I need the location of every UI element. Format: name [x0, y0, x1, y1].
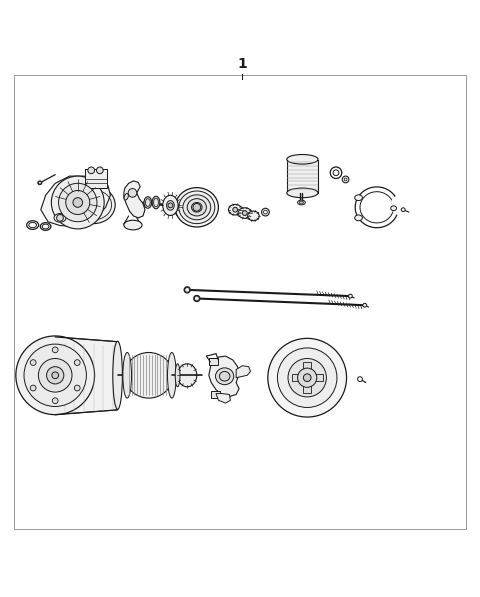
Ellipse shape: [175, 364, 180, 387]
Circle shape: [74, 360, 80, 365]
Circle shape: [52, 398, 58, 404]
Circle shape: [52, 372, 59, 378]
Circle shape: [242, 211, 247, 216]
Ellipse shape: [152, 196, 160, 209]
Ellipse shape: [124, 220, 142, 230]
Ellipse shape: [124, 193, 128, 200]
Ellipse shape: [298, 200, 305, 205]
Circle shape: [277, 348, 337, 408]
Ellipse shape: [144, 197, 152, 208]
Polygon shape: [209, 356, 239, 396]
Ellipse shape: [40, 223, 51, 230]
Circle shape: [59, 183, 97, 221]
Circle shape: [298, 368, 317, 387]
Ellipse shape: [355, 195, 362, 201]
Ellipse shape: [192, 202, 202, 212]
Circle shape: [88, 167, 95, 174]
Ellipse shape: [27, 221, 38, 229]
Ellipse shape: [391, 206, 396, 211]
Circle shape: [96, 167, 103, 174]
Ellipse shape: [123, 352, 132, 398]
Bar: [211, 391, 220, 398]
Circle shape: [268, 338, 347, 417]
Ellipse shape: [219, 371, 230, 381]
Circle shape: [363, 303, 367, 307]
Circle shape: [66, 190, 90, 214]
Circle shape: [342, 176, 349, 183]
Ellipse shape: [193, 296, 200, 301]
Circle shape: [30, 385, 36, 391]
Bar: [303, 362, 311, 393]
Circle shape: [16, 336, 95, 415]
Bar: [287, 160, 318, 193]
Ellipse shape: [187, 199, 206, 216]
Ellipse shape: [355, 215, 362, 221]
Ellipse shape: [184, 287, 190, 293]
Polygon shape: [216, 393, 230, 403]
Bar: [209, 358, 218, 365]
Ellipse shape: [125, 352, 173, 398]
Circle shape: [57, 214, 63, 221]
Circle shape: [74, 385, 80, 391]
Text: 1: 1: [238, 57, 247, 70]
Circle shape: [303, 374, 311, 381]
Circle shape: [358, 377, 362, 381]
Circle shape: [233, 207, 238, 212]
Ellipse shape: [228, 204, 242, 215]
Circle shape: [193, 204, 201, 211]
Ellipse shape: [38, 181, 42, 184]
Polygon shape: [124, 181, 145, 218]
Ellipse shape: [163, 195, 178, 216]
Ellipse shape: [113, 341, 122, 410]
Circle shape: [38, 359, 72, 392]
Ellipse shape: [183, 195, 211, 220]
Ellipse shape: [179, 191, 215, 224]
Ellipse shape: [178, 364, 197, 387]
Ellipse shape: [238, 208, 252, 219]
Ellipse shape: [216, 368, 234, 384]
Ellipse shape: [54, 214, 66, 222]
Circle shape: [47, 367, 64, 384]
Polygon shape: [55, 337, 118, 415]
Bar: [292, 374, 323, 381]
Ellipse shape: [287, 155, 318, 164]
Circle shape: [73, 198, 83, 207]
Bar: [85, 169, 107, 188]
Circle shape: [51, 176, 104, 229]
Ellipse shape: [287, 188, 318, 198]
Ellipse shape: [300, 201, 303, 204]
Circle shape: [128, 189, 137, 197]
Circle shape: [24, 344, 86, 407]
Ellipse shape: [167, 201, 174, 210]
Circle shape: [30, 360, 36, 365]
Circle shape: [52, 347, 58, 353]
Polygon shape: [41, 176, 110, 226]
Ellipse shape: [248, 211, 259, 221]
Circle shape: [348, 294, 352, 298]
Circle shape: [288, 359, 326, 397]
Polygon shape: [236, 366, 251, 378]
Ellipse shape: [168, 352, 176, 398]
Circle shape: [330, 167, 342, 179]
Ellipse shape: [72, 186, 115, 224]
Circle shape: [401, 208, 405, 211]
Circle shape: [168, 203, 173, 208]
Ellipse shape: [175, 187, 218, 227]
Circle shape: [262, 208, 269, 216]
